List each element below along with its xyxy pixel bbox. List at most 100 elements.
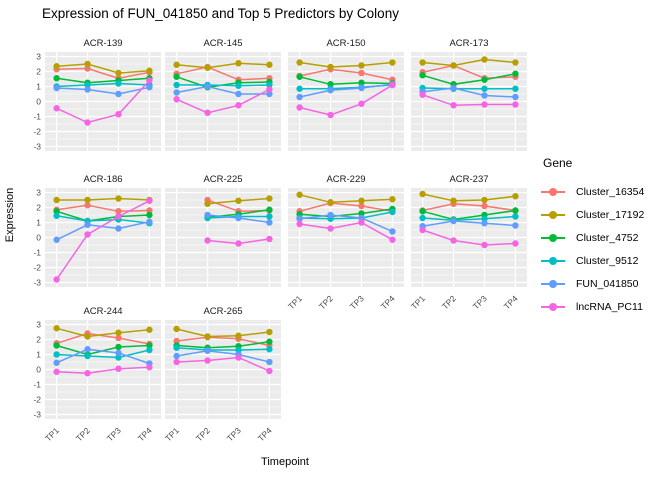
x-axis-title: Timepoint [261, 456, 309, 468]
series-line-Cluster_9512 [176, 84, 270, 87]
series-point-FUN_041850 [358, 214, 365, 222]
series-line-Cluster_4752 [56, 77, 150, 84]
facet-ACR-229: ACR-229 TP1 TP2 TP3 TP4 [286, 174, 404, 311]
series-point-FUN_041850 [53, 236, 60, 243]
series-point-lncRNA_PC11 [296, 220, 303, 228]
series-point-Cluster_17192 [389, 59, 396, 66]
y-tick-label: -3 [33, 278, 41, 288]
legend-label: FUN_041850 [576, 277, 639, 290]
series-line-Cluster_17192 [422, 58, 516, 67]
series-point-Cluster_17192 [481, 196, 488, 204]
series-point-Cluster_17192 [204, 200, 211, 207]
y-tick-label: 1 [36, 218, 41, 228]
series-point-lncRNA_PC11 [146, 77, 153, 84]
series-point-FUN_041850 [84, 86, 91, 93]
facet-ACR-237: ACR-237 TP1 TP2 TP3 TP4 [409, 174, 527, 311]
series-point-Cluster_17192 [235, 60, 242, 67]
series-point-Cluster_9512 [389, 208, 396, 216]
legend-label: Cluster_4752 [576, 231, 639, 244]
legend-item-Cluster_17192: Cluster_17192 [541, 203, 644, 226]
series-point-Cluster_17192 [512, 59, 519, 66]
series-point-Cluster_9512 [512, 213, 519, 220]
series-point-lncRNA_PC11 [115, 111, 122, 118]
series-point-Cluster_4752 [419, 208, 426, 215]
series-point-Cluster_9512 [84, 352, 91, 360]
series-point-Cluster_9512 [296, 85, 303, 92]
series-point-Cluster_17192 [84, 60, 91, 68]
series-point-FUN_041850 [266, 219, 273, 226]
facet-ACR-186: ACR-186 3 2 1 0 -1 -2 -3 [33, 174, 161, 288]
series-line-FUN_041850 [176, 85, 270, 95]
series-point-FUN_041850 [146, 84, 153, 91]
y-tick-label: 3 [36, 188, 41, 198]
series-line-Cluster_4752 [422, 73, 516, 86]
series-line-lncRNA_PC11 [56, 366, 150, 375]
series-point-Cluster_17192 [84, 333, 91, 340]
series-point-Cluster_17192 [266, 328, 273, 336]
series-point-lncRNA_PC11 [173, 96, 180, 103]
series-point-Cluster_17192 [53, 325, 60, 332]
y-tick-label: 3 [36, 52, 41, 62]
series-point-Cluster_17192 [173, 325, 180, 333]
series-line-Cluster_9512 [56, 215, 150, 225]
series-line-FUN_041850 [176, 350, 270, 363]
series-point-Cluster_17192 [419, 59, 426, 66]
series-line-lncRNA_PC11 [422, 94, 516, 107]
series-point-Cluster_17192 [115, 195, 122, 202]
series-point-Cluster_17192 [115, 69, 122, 77]
series-point-lncRNA_PC11 [481, 101, 488, 108]
facet-ACR-265: ACR-265 TP1 TP2 TP3 TP4 [163, 306, 281, 443]
y-tick-label: 0 [36, 233, 41, 243]
series-point-FUN_041850 [53, 84, 60, 92]
series-line-Cluster_16354 [56, 332, 150, 345]
series-point-Cluster_9512 [173, 81, 180, 89]
legend-item-FUN_041850: FUN_041850 [541, 272, 644, 295]
series-point-FUN_041850 [266, 90, 273, 98]
series-point-lncRNA_PC11 [419, 91, 426, 98]
series-point-FUN_041850 [115, 349, 122, 357]
series-point-Cluster_16354 [115, 334, 122, 342]
series-line-FUN_041850 [56, 86, 150, 95]
legend-key-icon [541, 232, 565, 244]
series-line-Cluster_9512 [422, 87, 516, 90]
x-tick-label: TP1 [163, 425, 181, 443]
legend-title: Gene [543, 156, 573, 170]
series-line-lncRNA_PC11 [176, 88, 270, 114]
series-point-Cluster_9512 [512, 85, 519, 92]
series-point-FUN_041850 [204, 347, 211, 354]
series-point-Cluster_17192 [358, 62, 365, 69]
series-point-lncRNA_PC11 [450, 102, 457, 109]
y-tick-label: -3 [33, 410, 41, 420]
series-point-lncRNA_PC11 [235, 102, 242, 109]
series-point-Cluster_17192 [327, 63, 334, 71]
series-point-Cluster_4752 [358, 210, 365, 217]
series-point-Cluster_17192 [419, 190, 426, 198]
x-tick-label: TP4 [379, 293, 397, 311]
series-point-FUN_041850 [266, 358, 273, 366]
legend-label: Cluster_9512 [576, 254, 639, 267]
x-tick-label: TP3 [348, 293, 366, 311]
series-line-Cluster_17192 [422, 193, 516, 202]
series-point-Cluster_4752 [419, 72, 426, 79]
series-point-Cluster_17192 [235, 197, 242, 204]
x-tick-label: TP3 [105, 425, 123, 443]
series-point-Cluster_9512 [115, 80, 122, 87]
series-point-Cluster_9512 [235, 82, 242, 89]
series-line-lncRNA_PC11 [55, 200, 150, 280]
series-line-FUN_041850 [56, 221, 150, 241]
series-point-lncRNA_PC11 [389, 236, 396, 243]
y-tick-label: 3 [36, 320, 41, 330]
series-point-lncRNA_PC11 [512, 240, 519, 247]
series-point-Cluster_17192 [204, 333, 211, 340]
series-point-FUN_041850 [84, 221, 91, 228]
series-line-Cluster_16354 [422, 203, 516, 212]
series-point-lncRNA_PC11 [419, 226, 426, 234]
y-tick-label: 1 [36, 82, 41, 92]
series-point-lncRNA_PC11 [204, 237, 211, 244]
series-point-lncRNA_PC11 [235, 240, 242, 247]
series-point-Cluster_17192 [146, 326, 153, 333]
legend-item-lncRNA_PC11: lncRNA_PC11 [541, 295, 644, 318]
series-line-Cluster_16354 [56, 67, 150, 80]
facet-strip-label: ACR-173 [449, 38, 488, 49]
legend-item-Cluster_9512: Cluster_9512 [541, 249, 644, 272]
